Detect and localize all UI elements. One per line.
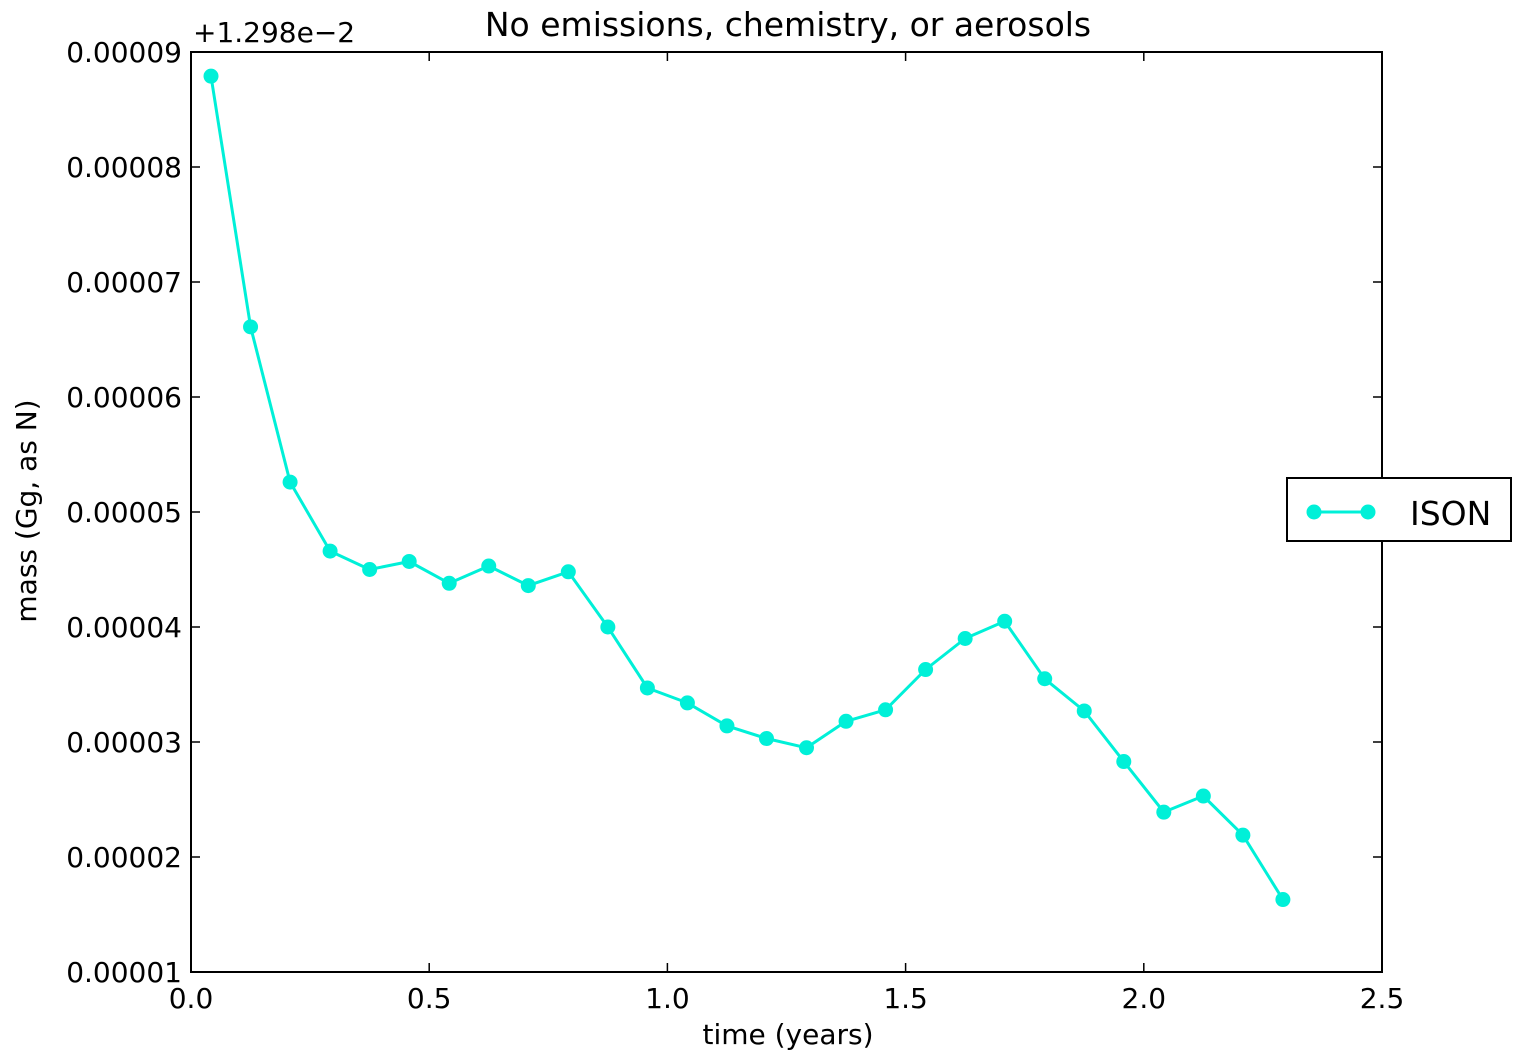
data-point <box>560 564 576 580</box>
legend: ISON <box>1286 477 1512 542</box>
y-axis-offset-text: +1.298e−2 <box>193 16 355 49</box>
plot-series <box>203 68 1291 908</box>
x-tick-label: 0.0 <box>169 982 214 1015</box>
data-point <box>481 558 497 574</box>
y-tick-label: 0.00002 <box>66 841 182 874</box>
data-point <box>1156 804 1172 820</box>
y-tick-label: 0.00009 <box>66 36 182 69</box>
data-point <box>401 553 417 569</box>
legend-label: ISON <box>1410 494 1491 533</box>
data-point <box>639 680 655 696</box>
data-point <box>838 713 854 729</box>
y-tick-label: 0.00005 <box>66 496 182 529</box>
data-point <box>957 631 973 646</box>
legend-marker <box>1306 504 1322 520</box>
data-point <box>1235 827 1251 843</box>
data-point <box>758 731 774 747</box>
data-point <box>1195 788 1211 804</box>
data-point <box>878 702 894 718</box>
data-point <box>441 575 457 591</box>
y-tick-label: 0.00006 <box>66 381 182 414</box>
data-point <box>203 68 219 84</box>
data-point <box>1116 754 1132 770</box>
x-tick-label: 1.5 <box>883 982 928 1015</box>
series-line <box>209 75 1285 901</box>
y-tick-label: 0.00004 <box>66 611 182 644</box>
y-axis-label: mass (Gg, as N) <box>10 399 43 622</box>
legend-marker <box>1360 504 1376 520</box>
data-point <box>679 695 695 711</box>
legend-box <box>1286 477 1512 542</box>
x-tick-label: 1.0 <box>645 982 690 1015</box>
data-point <box>322 543 338 559</box>
data-point <box>600 619 616 635</box>
data-point <box>799 740 815 756</box>
data-point <box>362 562 378 577</box>
y-axis-tick-labels: 0.00001 0.00002 0.00003 0.00004 0.00005 0.000… <box>66 36 182 989</box>
data-point <box>1275 892 1291 908</box>
x-axis-label: time (years) <box>702 1018 873 1051</box>
data-point <box>997 613 1013 629</box>
data-point <box>719 718 735 734</box>
data-point <box>520 578 536 594</box>
data-point <box>1037 671 1053 687</box>
data-point <box>918 662 934 678</box>
data-point <box>243 319 259 335</box>
x-tick-label: 2.5 <box>1360 982 1405 1015</box>
x-axis-tick-labels: 0.0 0.5 1.0 1.5 2.0 2.5 <box>169 982 1405 1015</box>
chart-title: No emissions, chemistry, or aerosols <box>485 5 1091 44</box>
x-tick-label: 0.5 <box>407 982 452 1015</box>
x-tick-label: 2.0 <box>1122 982 1167 1015</box>
y-tick-label: 0.00003 <box>66 726 182 759</box>
data-point <box>282 474 298 490</box>
y-tick-label: 0.00001 <box>66 956 182 989</box>
y-tick-label: 0.00007 <box>66 266 182 299</box>
data-point <box>1076 703 1092 719</box>
y-tick-label: 0.00008 <box>66 151 182 184</box>
